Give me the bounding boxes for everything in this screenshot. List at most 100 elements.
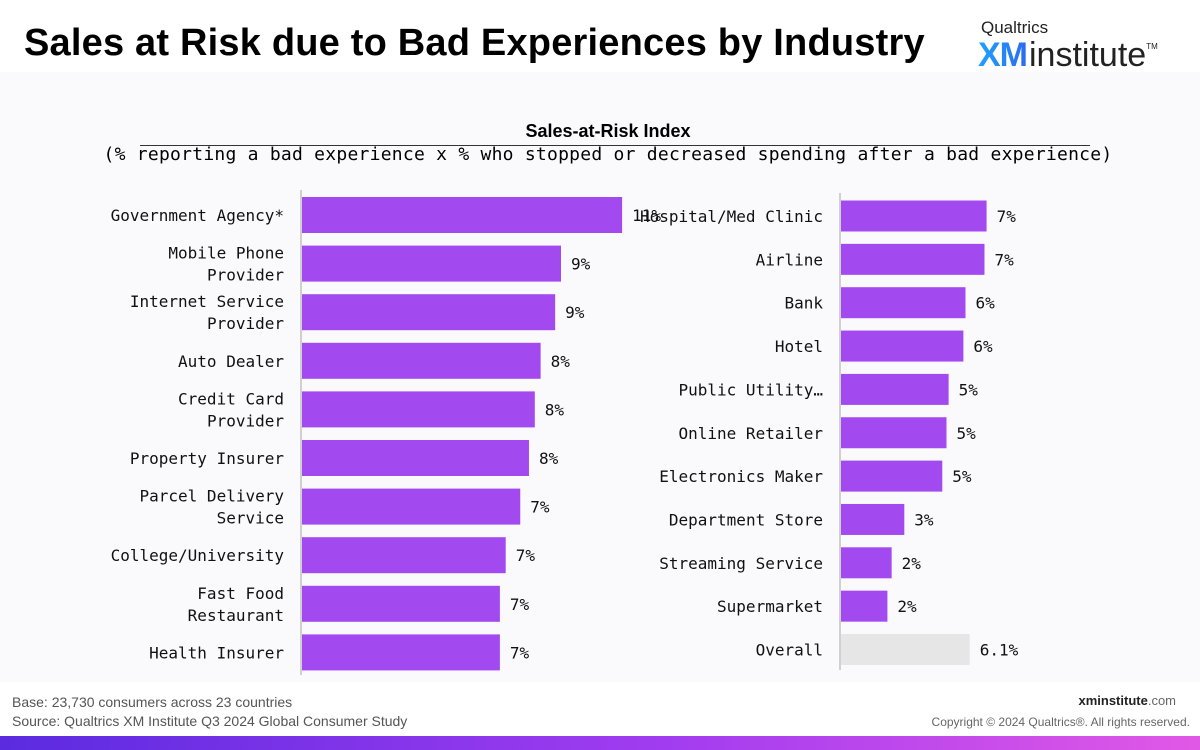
footer-copyright: Copyright © 2024 Qualtrics®. All rights … [931, 715, 1190, 729]
category-label-line: Restaurant [188, 606, 284, 625]
bar-airline [841, 243, 985, 275]
category-label: Bank [784, 294, 823, 313]
bar-fast-food-restaurant [302, 585, 500, 622]
category-label: Streaming Service [659, 554, 823, 573]
logo-wordmark: XMinstituteTM [978, 36, 1158, 75]
category-label-line: Airline [756, 250, 823, 269]
bar-mobile-phone-provider [302, 245, 561, 282]
value-label: 11% [632, 206, 661, 225]
value-label: 8% [551, 352, 571, 371]
bar-electronics-maker [841, 460, 943, 492]
bar-streaming-service [841, 547, 892, 579]
category-label-line: Public Utility… [679, 380, 824, 399]
category-label: Online Retailer [679, 424, 824, 443]
value-label: 6.1% [980, 641, 1019, 660]
category-label: Health Insurer [149, 643, 284, 662]
category-label-line: Streaming Service [659, 554, 823, 573]
chart-title-rule [140, 145, 1090, 146]
footer-site-suffix: .com [1147, 693, 1176, 708]
bar-overall [841, 634, 970, 665]
category-label-line: Electronics Maker [659, 467, 823, 486]
value-label: 9% [571, 255, 591, 274]
bar-department-store [841, 503, 905, 535]
value-label: 5% [957, 424, 977, 443]
bar-bank [841, 287, 966, 319]
category-label: Parcel Delivery Service [140, 487, 285, 528]
logo-company-name: Qualtrics [981, 18, 1049, 37]
category-label-line: Department Store [669, 510, 823, 529]
value-label: 2% [897, 597, 917, 616]
content-background [0, 72, 1200, 682]
category-label: Electronics Maker [659, 467, 823, 486]
category-label-line: Hotel [775, 337, 823, 356]
footer-site-name: xminstitute [1078, 693, 1148, 708]
value-label: 5% [959, 380, 979, 399]
category-label: Credit Card Provider [178, 389, 284, 430]
category-label-line: Mobile Phone [168, 244, 284, 263]
category-label-line: Health Insurer [149, 643, 284, 662]
category-label-line: Government Agency* [111, 206, 284, 225]
category-label: Auto Dealer [178, 352, 284, 371]
category-label-line: Provider [207, 314, 284, 333]
value-label: 8% [545, 400, 565, 419]
category-label: Government Agency* [111, 206, 284, 225]
footer-source: Source: Qualtrics XM Institute Q3 2024 G… [12, 713, 408, 729]
category-label-line: College/University [111, 546, 285, 565]
value-label: 9% [565, 303, 585, 322]
bar-health-insurer [302, 634, 500, 671]
category-label-line: Property Insurer [130, 449, 284, 468]
category-label-line: Internet Service [130, 292, 284, 311]
value-label: 6% [973, 337, 993, 356]
bar-public-utility [841, 373, 949, 405]
bar-hospital-med-clinic [841, 200, 987, 232]
page-title: Sales at Risk due to Bad Experiences by … [24, 22, 925, 64]
left-bar-chart: Government Agency* 11% Mobile Phone Provide… [111, 190, 661, 675]
value-label: 7% [516, 546, 536, 565]
category-label: Property Insurer [130, 449, 284, 468]
value-label: 7% [510, 643, 530, 662]
category-label-line: Bank [784, 294, 823, 313]
category-label: Fast Food Restaurant [188, 584, 284, 625]
bar-supermarket [841, 590, 888, 622]
category-label: Mobile Phone Provider [168, 244, 284, 285]
value-label: 3% [914, 510, 934, 529]
category-label-line: Parcel Delivery [140, 487, 285, 506]
category-label-line: Provider [207, 411, 284, 430]
value-label: 7% [994, 250, 1014, 269]
bar-college-university [302, 537, 506, 574]
value-label: 8% [539, 449, 559, 468]
category-label: Internet Service Provider [130, 292, 284, 333]
logo-xm: XM [978, 36, 1028, 74]
category-label-line: Auto Dealer [178, 352, 284, 371]
category-label-line: Hospital/Med Clinic [640, 207, 823, 226]
bar-auto-dealer [302, 342, 541, 379]
category-label: Public Utility… [679, 380, 824, 399]
bar-parcel-delivery-service [302, 488, 521, 525]
footer-base: Base: 23,730 consumers across 23 countri… [12, 694, 293, 710]
category-label-line: Fast Food [197, 584, 284, 603]
bar-government-agency [302, 197, 623, 233]
right-bar-chart: Hospital/Med Clinic 7% Airline 7% Bank 6% Hote… [640, 193, 1019, 670]
category-label: Hotel [775, 337, 823, 356]
footer-site-link[interactable]: xminstitute.com [1078, 693, 1176, 708]
category-label: Overall [756, 641, 823, 660]
chart-title: Sales-at-Risk Index [525, 121, 691, 141]
bar-credit-card-provider [302, 391, 535, 428]
category-label: Department Store [669, 510, 823, 529]
value-label: 5% [952, 467, 972, 486]
category-label: Hospital/Med Clinic [640, 207, 823, 226]
category-label: College/University [111, 546, 285, 565]
logo-institute: institute [1029, 36, 1147, 74]
bar-property-insurer [302, 440, 529, 476]
value-label: 2% [902, 554, 922, 573]
logo-trademark: TM [1146, 42, 1158, 51]
category-label-line: Supermarket [717, 597, 823, 616]
category-label-line: Provider [207, 266, 284, 285]
bar-internet-service-provider [302, 294, 556, 331]
xm-institute-logo: Qualtrics XMinstituteTM [978, 16, 1178, 76]
category-label: Supermarket [717, 597, 823, 616]
category-label-line: Service [217, 509, 284, 528]
category-label-line: Credit Card [178, 389, 284, 408]
category-label: Airline [756, 250, 823, 269]
chart-subtitle: (% reporting a bad experience x % who st… [103, 144, 1113, 165]
